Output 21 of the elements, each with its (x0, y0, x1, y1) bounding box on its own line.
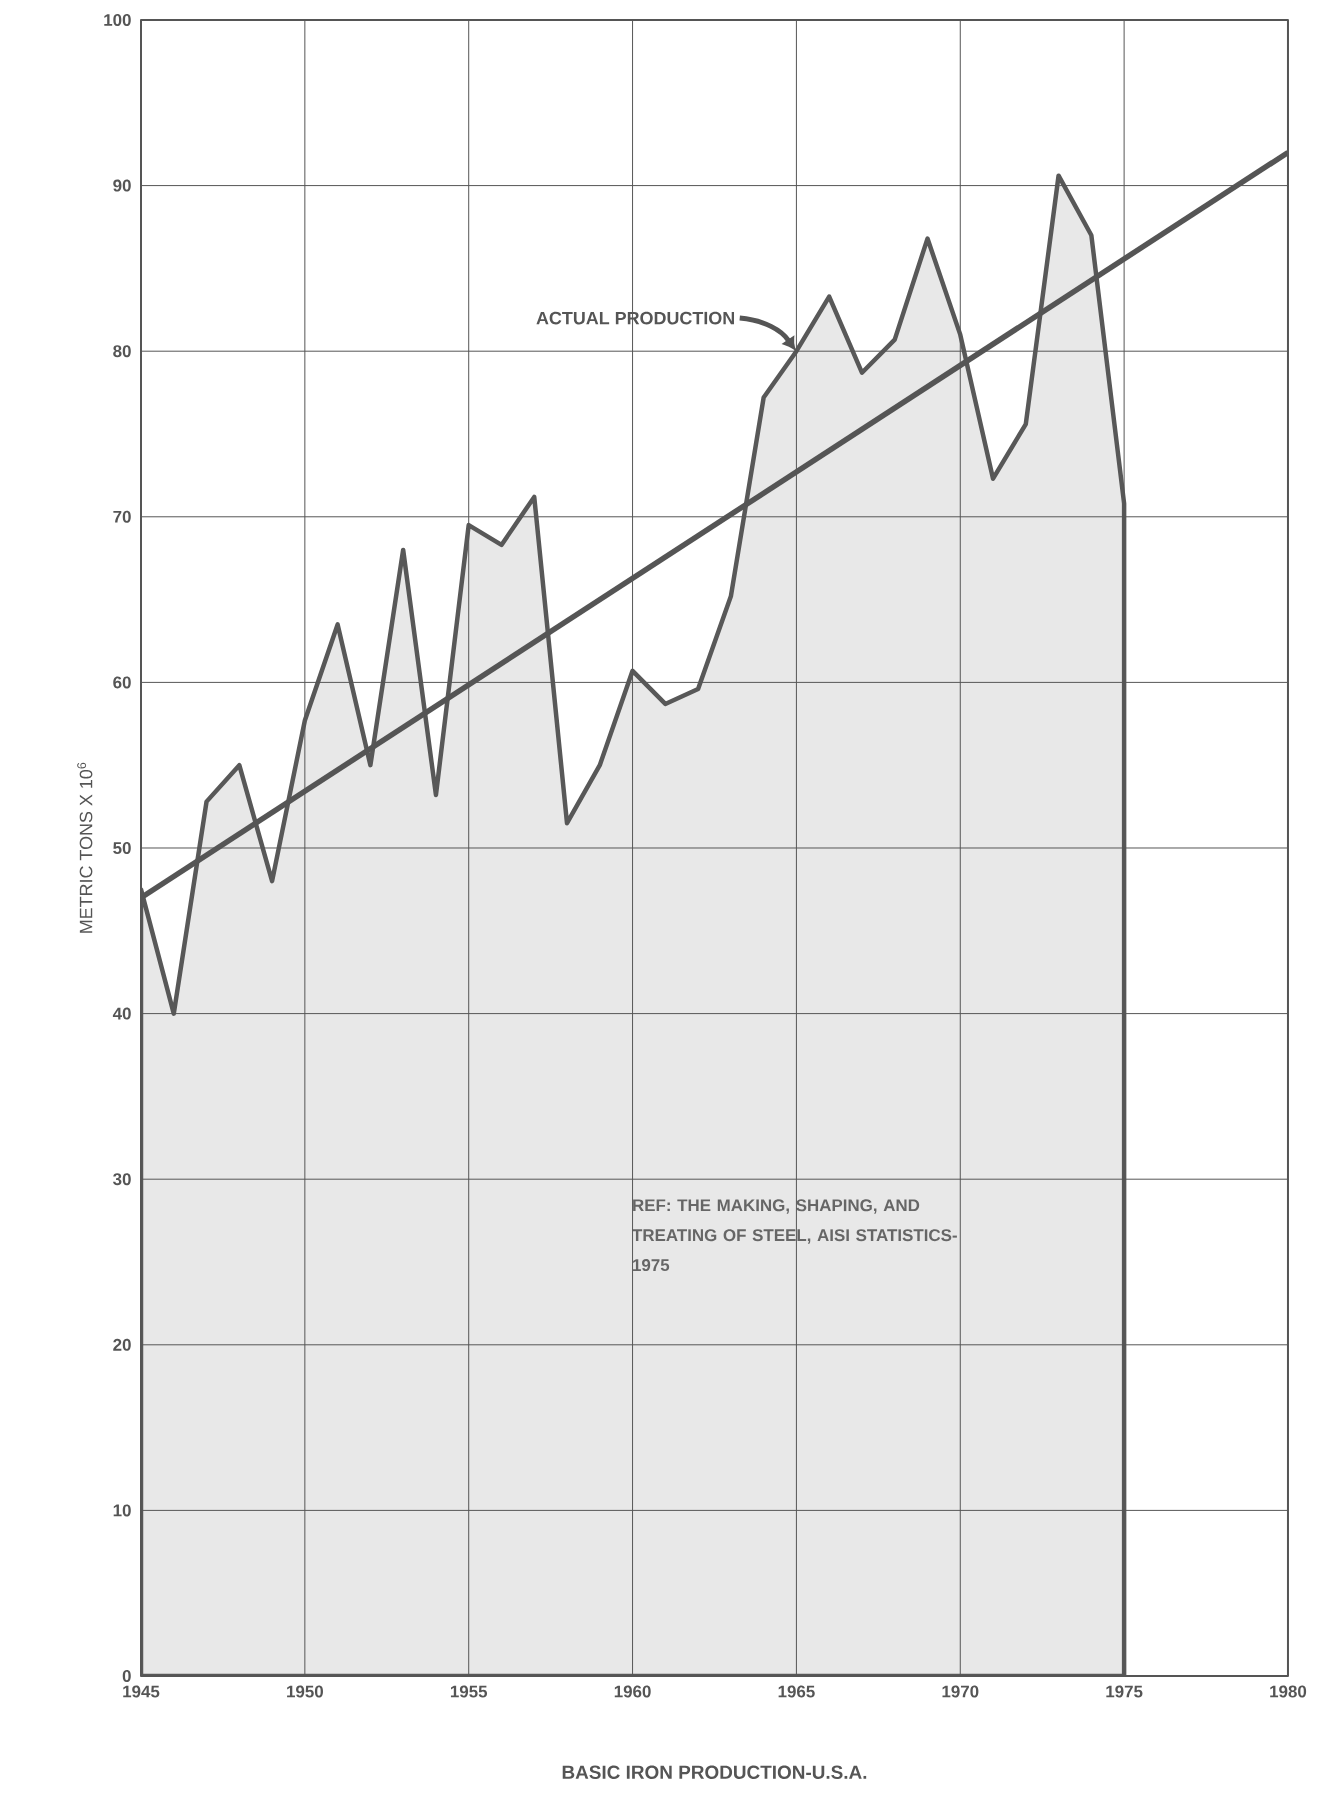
text: BASIC IRON PRODUCTION-U.S.A. (562, 1765, 867, 1779)
x-tick-label: 1980 (1270, 1685, 1307, 1698)
y-tick-label: 60 (113, 676, 131, 689)
x-tick-label: 1945 (123, 1685, 160, 1698)
y-tick-label: 40 (112, 1007, 131, 1020)
y-tick-label: 50 (113, 841, 131, 854)
x-tick-label: 1955 (450, 1685, 488, 1698)
y-tick-label: 20 (113, 1338, 131, 1351)
x-tick-label: 1960 (614, 1685, 651, 1698)
x-tick-label: 1970 (942, 1685, 979, 1698)
y-tick-label: 90 (113, 179, 131, 192)
y-tick-label: 80 (113, 345, 131, 358)
y-tick-label: 70 (113, 510, 131, 523)
y-tick-label: 10 (113, 1504, 131, 1517)
y-tick-label: 0 (122, 1670, 131, 1682)
x-tick-label: 1965 (778, 1685, 815, 1698)
y-axis-title: METRIC TONS X 10$^{6}$ (77, 762, 93, 933)
y-tick-label: 30 (113, 1173, 131, 1186)
y-tick-label: 100 (104, 13, 131, 26)
x-tick-label: 1975 (1106, 1685, 1143, 1698)
x-tick-label: 1950 (287, 1685, 323, 1698)
